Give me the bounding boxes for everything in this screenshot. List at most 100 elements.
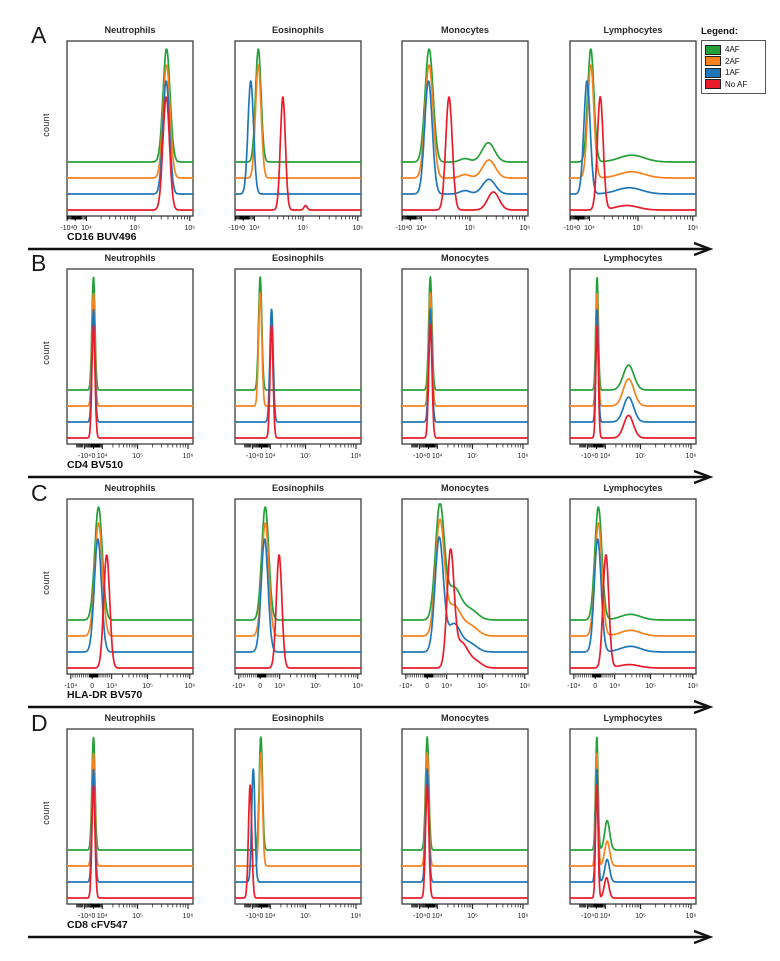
axis-zero-dense-ticks <box>407 216 417 220</box>
x-tick-label: 10⁶ <box>518 453 529 460</box>
x-tick-label: -10⁴ <box>413 913 426 920</box>
trace-1af <box>569 768 697 883</box>
plot-border <box>569 728 697 905</box>
axis-zero-dense-ticks <box>425 444 435 448</box>
x-axis-marker-label: CD16 BUV496 <box>67 231 137 243</box>
x-axis-ticks <box>569 216 694 221</box>
panel-title: Eosinophils <box>271 713 325 723</box>
trace-4af <box>401 48 529 163</box>
trace-2af <box>66 64 194 179</box>
plot-border <box>401 728 529 905</box>
axis-zero-dense-ticks <box>593 444 603 448</box>
x-tick-label: 0 <box>425 683 429 690</box>
panel-title: Monocytes <box>441 25 489 35</box>
trace-noaf <box>66 554 194 669</box>
trace-2af <box>234 522 362 637</box>
x-tick-label: -10⁴ <box>395 225 408 232</box>
x-tick-label: 10⁶ <box>351 453 362 460</box>
legend-title: Legend: <box>701 26 738 37</box>
plot-border <box>569 498 697 675</box>
axis-zero-dense-ticks <box>90 904 100 908</box>
axis-zero-dense-ticks <box>72 216 82 220</box>
trace-2af <box>401 752 529 867</box>
legend-swatch-4af <box>705 44 721 55</box>
x-tick-label: 10⁶ <box>686 913 697 920</box>
plot-border <box>66 268 194 445</box>
trace-noaf <box>66 96 194 211</box>
x-axis-ticks <box>66 216 191 221</box>
x-axis-ticks <box>234 216 359 221</box>
histogram-panel: -10⁴ 0 10⁴ 10⁵ 10⁶ <box>66 268 194 460</box>
plot-border <box>401 498 529 675</box>
x-tick-label: 10⁶ <box>519 683 530 690</box>
x-tick-label: 10⁵ <box>635 913 646 920</box>
row-letter-C: C <box>31 480 48 506</box>
x-tick-label: -10⁴ <box>60 225 73 232</box>
trace-4af <box>66 48 194 163</box>
x-tick-label: 10⁵ <box>477 683 488 690</box>
legend-entry: 1AF <box>705 67 761 79</box>
legend-box: 4AF 2AF 1AF No AF <box>701 40 766 94</box>
x-axis-marker-label: CD4 BV510 <box>67 459 124 471</box>
x-tick-label: -10⁴ <box>78 913 91 920</box>
axis-zero-dense-ticks <box>592 674 602 678</box>
panel-title: Neutrophils <box>104 25 156 35</box>
trace-1af <box>234 80 362 195</box>
x-tick-label: 10⁵ <box>645 683 656 690</box>
trace-2af <box>569 522 697 637</box>
x-tick-label: 10⁴ <box>584 225 595 232</box>
histogram-panel: -10⁴ 0 10⁴ 10⁵ 10⁶ <box>234 268 362 460</box>
x-tick-label: 10⁴ <box>106 683 117 690</box>
legend-entry-label: 2AF <box>725 56 740 66</box>
plot-border <box>569 268 697 445</box>
histogram-panel: -10⁴ 0 10⁴ 10⁵ 10⁶ <box>234 728 362 920</box>
x-tick-label: 10⁶ <box>519 225 530 232</box>
legend-entry-label: No AF <box>725 79 748 89</box>
legend: Legend: 4AF 2AF 1AF No AF <box>701 26 777 94</box>
x-tick-label: 10⁶ <box>687 225 698 232</box>
trace-noaf <box>234 96 362 211</box>
trace-noaf <box>234 554 362 669</box>
x-tick-label: 0 <box>92 453 96 460</box>
x-tick-label: 10⁴ <box>97 913 108 920</box>
arrow-head <box>693 469 714 485</box>
trace-4af <box>66 736 194 851</box>
trace-1af <box>66 538 194 653</box>
trace-1af <box>569 538 697 653</box>
arrow-head <box>693 699 714 715</box>
x-tick-label: 10⁶ <box>183 913 194 920</box>
histogram-panel: -10⁴ 0 10⁴ 10⁵ 10⁶ <box>569 268 697 460</box>
x-tick-label: -10⁴ <box>563 225 576 232</box>
trace-noaf <box>234 324 362 439</box>
panel-title: Eosinophils <box>271 253 325 263</box>
trace-1af <box>569 308 697 423</box>
trace-noaf <box>234 784 362 899</box>
x-tick-label: 10⁵ <box>132 453 143 460</box>
x-tick-label: 10⁵ <box>310 683 321 690</box>
x-tick-label: 0 <box>595 453 599 460</box>
x-tick-label: -10⁴ <box>232 683 245 690</box>
x-axis-marker-label: CD8 cFV547 <box>67 919 128 931</box>
panel-title: Monocytes <box>441 483 489 493</box>
plot-border <box>234 498 362 675</box>
trace-4af <box>234 506 362 621</box>
legend-entry-label: 4AF <box>725 45 740 55</box>
histogram-panel: -10⁴ 0 10⁴ 10⁵ 10⁶ <box>228 40 363 232</box>
x-axis-ticks <box>401 216 526 221</box>
panel-title: Eosinophils <box>271 483 325 493</box>
x-axis-ticks <box>238 674 359 679</box>
x-tick-label: 10⁴ <box>600 913 611 920</box>
x-tick-label: 0 <box>258 683 262 690</box>
x-tick-label: -10⁴ <box>581 913 594 920</box>
x-tick-label: 10⁴ <box>274 683 285 690</box>
x-tick-label: 10⁵ <box>467 913 478 920</box>
x-tick-label: 0 <box>408 225 412 232</box>
x-axis-ticks <box>76 444 189 449</box>
trace-1af <box>401 308 529 423</box>
x-tick-label: 10⁵ <box>142 683 153 690</box>
x-tick-label: 10⁶ <box>518 913 529 920</box>
trace-4af <box>401 503 529 621</box>
axis-zero-dense-ticks <box>593 904 603 908</box>
x-tick-label: 0 <box>427 913 431 920</box>
